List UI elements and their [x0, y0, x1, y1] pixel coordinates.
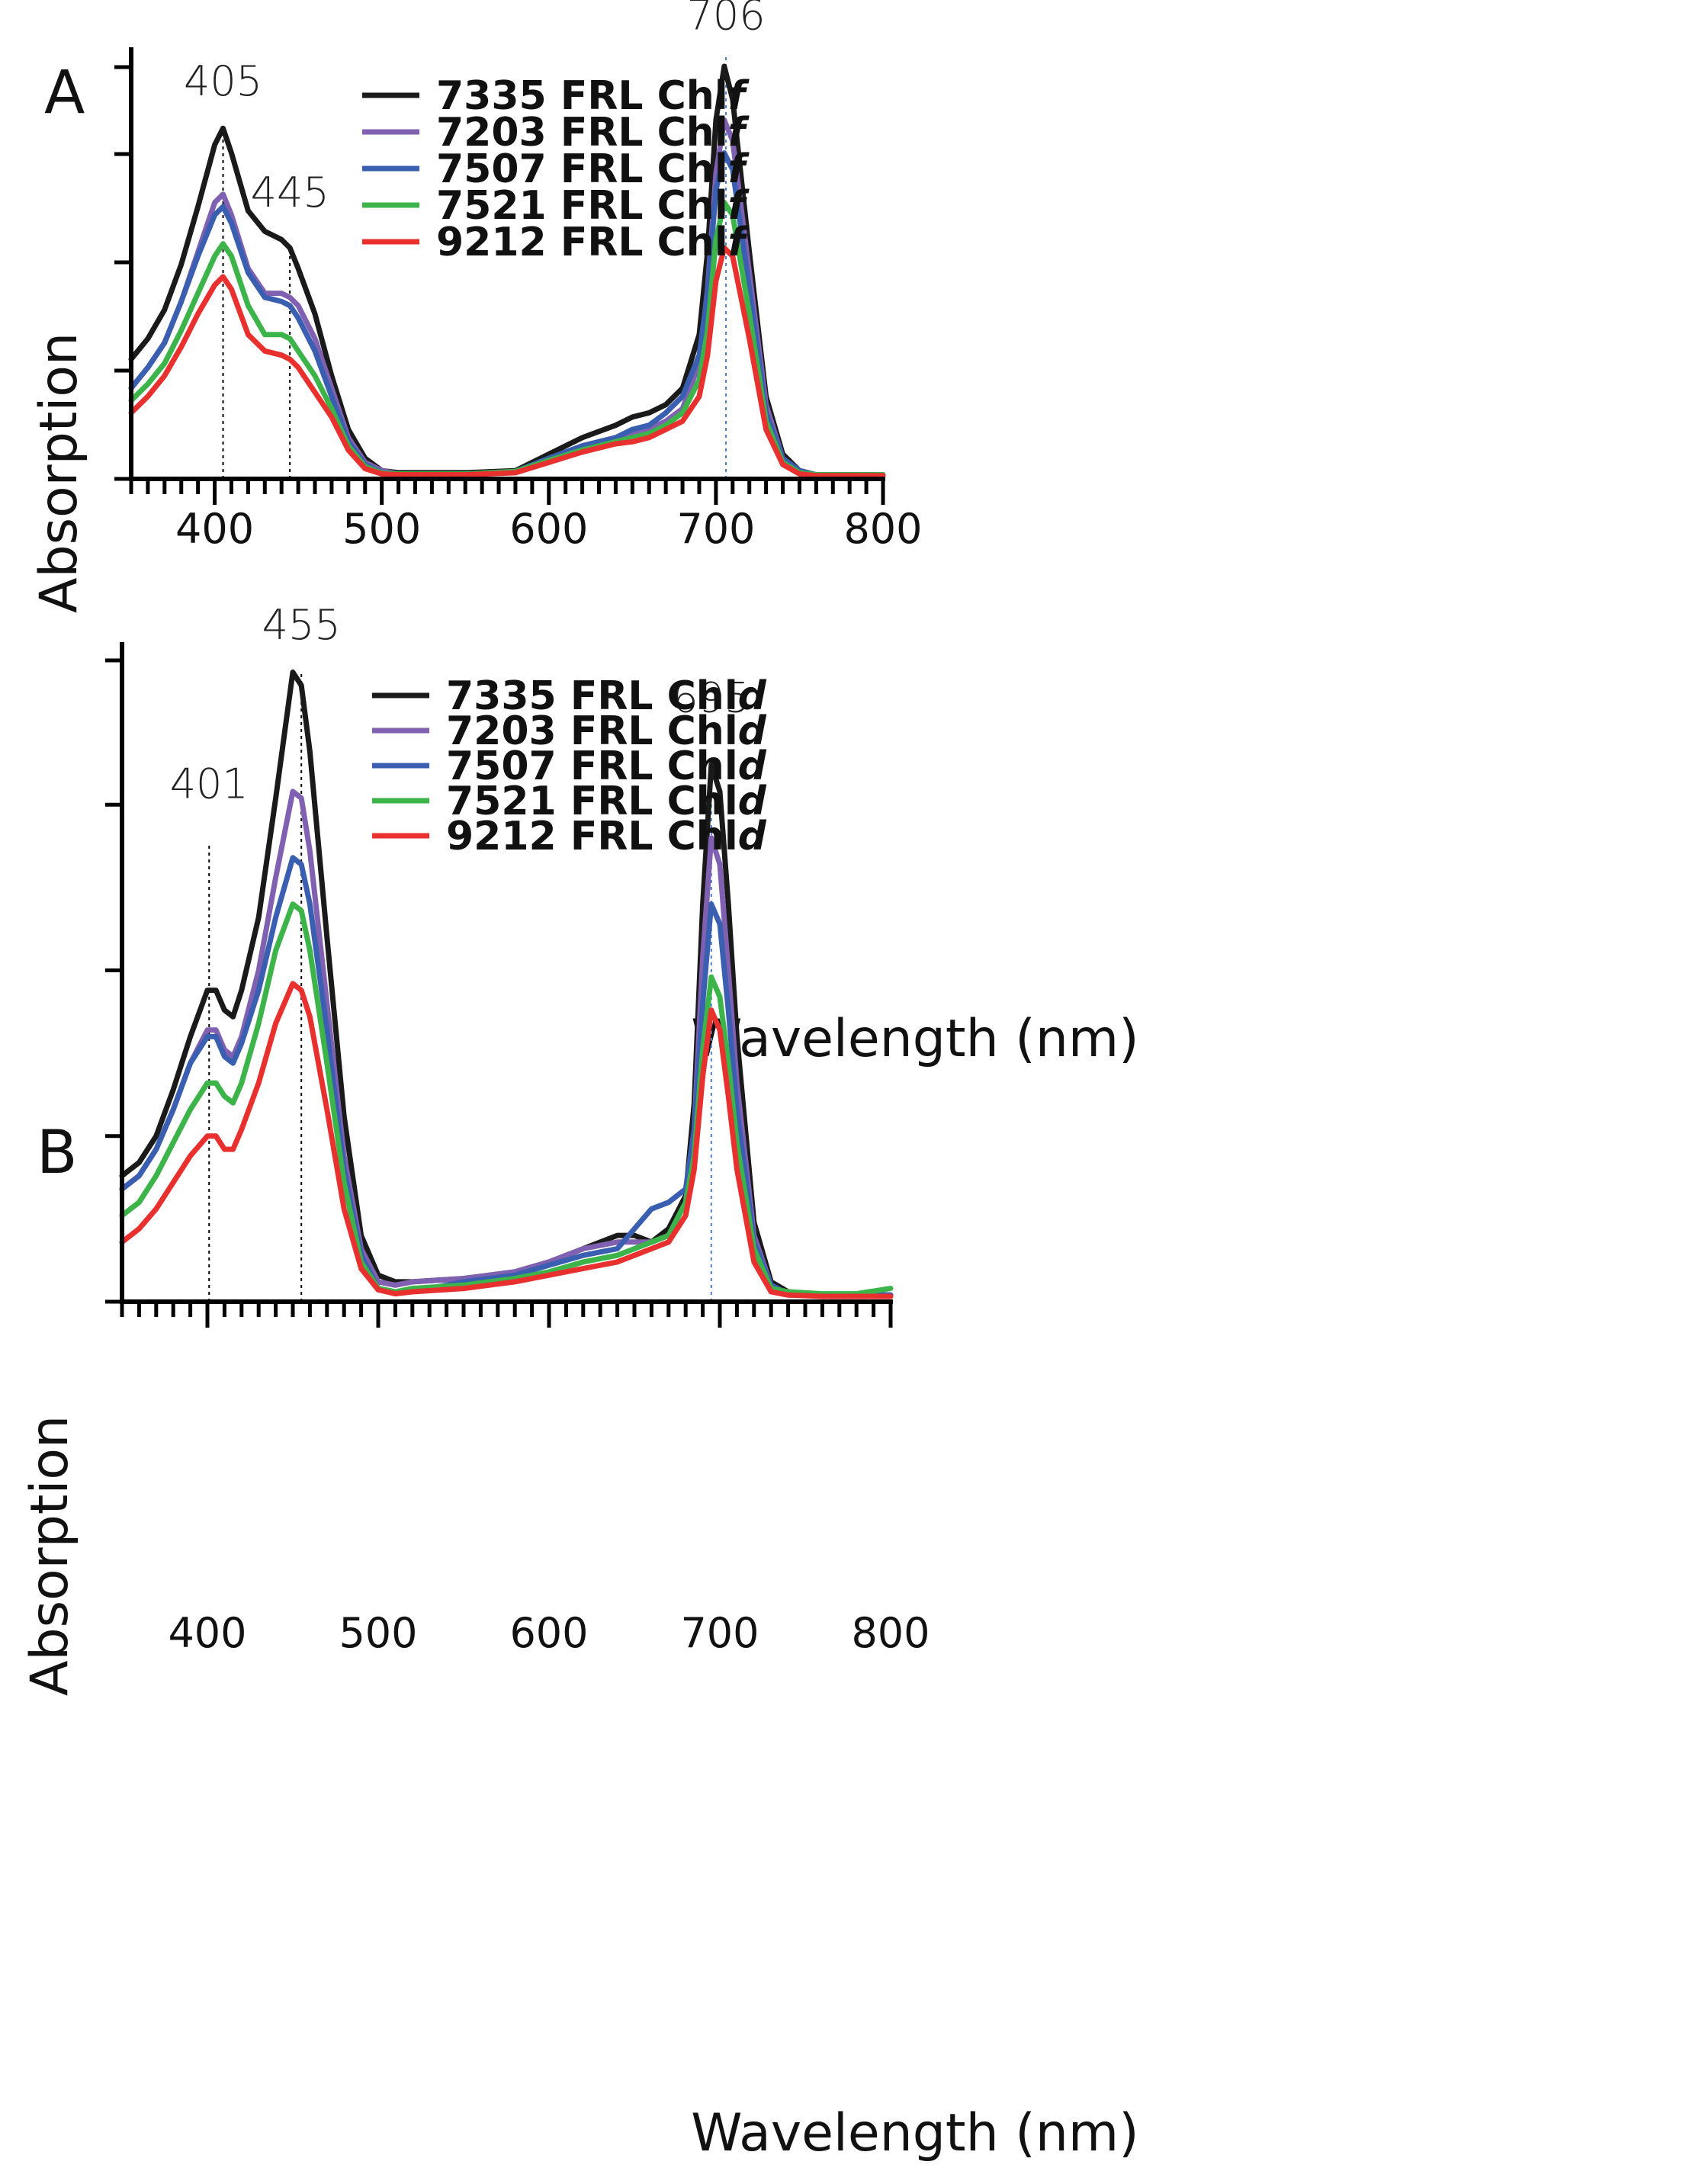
- x-tick-label-800: 800: [843, 505, 922, 553]
- x-tick-label-600: 600: [509, 505, 588, 553]
- x-tick-label-700: 700: [680, 1609, 759, 1657]
- x-tick-label-500: 500: [342, 505, 421, 553]
- panel-a-axes: 400 500 600 700 800: [114, 47, 923, 553]
- peak-label-455: 455: [262, 601, 341, 649]
- legend-item-7335: 7335 FRL Chlf: [362, 73, 750, 119]
- legend-item-7335: 7335 FRL Chld: [372, 673, 767, 719]
- series-line-7521: [119, 901, 894, 1297]
- panel-a-guides: [222, 53, 727, 479]
- peak-label-706: 706: [686, 0, 765, 39]
- legend-item-9212: 9212 FRL Chld: [372, 814, 767, 859]
- x-tick-label-800: 800: [851, 1609, 930, 1657]
- panel-b-series: [119, 670, 894, 1299]
- legend-label-7335: 7335 FRL Chld: [446, 673, 767, 719]
- panel-a-x-axis-title: Wavelength (nm): [691, 1009, 1138, 1069]
- peak-label-405: 405: [184, 57, 262, 105]
- panel-a: A Absorption Wavelength (nm) 400 500 600 70…: [29, 0, 1139, 1069]
- panel-a-y-axis-title: Absorption: [29, 332, 89, 613]
- legend-item-7507: 7507 FRL Chld: [372, 744, 767, 789]
- legend-item-7521: 7521 FRL Chld: [372, 779, 767, 824]
- panel-b-x-axis-title: Wavelength (nm): [691, 2103, 1138, 2163]
- x-tick-label-500: 500: [339, 1609, 417, 1657]
- legend-label-7521: 7521 FRL Chlf: [436, 183, 750, 229]
- x-tick-label-600: 600: [509, 1609, 588, 1657]
- panel-b-peak-labels: 401 455 695: [170, 601, 751, 808]
- legend-label-9212: 9212 FRL Chlf: [436, 220, 750, 265]
- legend-label-7507: 7507 FRL Chld: [446, 744, 767, 789]
- panel-b-letter: B: [37, 1119, 78, 1187]
- panel-b-y-axis-title: Absorption: [20, 1415, 80, 1696]
- series-line-7507: [119, 855, 894, 1298]
- panel-a-series: [128, 63, 886, 479]
- peak-label-445: 445: [251, 169, 329, 217]
- legend-label-7335: 7335 FRL Chlf: [436, 73, 750, 119]
- legend-label-7203: 7203 FRL Chld: [446, 708, 767, 754]
- legend-item-7521: 7521 FRL Chlf: [362, 183, 750, 229]
- panel-a-peak-labels: 405 445 706: [184, 0, 766, 217]
- panel-b-axes: 400 500 600 700 800: [105, 642, 930, 1657]
- panel-b: B Absorption Wavelength (nm) 400 500 600 70…: [20, 601, 1139, 2163]
- legend-item-7203: 7203 FRL Chld: [372, 708, 767, 754]
- legend-item-7203: 7203 FRL Chlf: [362, 110, 750, 156]
- x-tick-label-700: 700: [676, 505, 755, 553]
- legend-label-7203: 7203 FRL Chlf: [436, 110, 750, 156]
- peak-label-695: 695: [672, 674, 750, 722]
- legend-label-7521: 7521 FRL Chld: [446, 779, 767, 824]
- series-line-9212: [128, 245, 886, 479]
- legend-label-9212: 9212 FRL Chld: [446, 814, 767, 859]
- x-tick-label-400: 400: [175, 505, 254, 553]
- peak-label-401: 401: [170, 760, 249, 808]
- x-tick-label-400: 400: [168, 1609, 246, 1657]
- series-line-9212: [119, 981, 894, 1299]
- legend-item-9212: 9212 FRL Chlf: [362, 220, 750, 265]
- panel-a-letter: A: [44, 59, 85, 127]
